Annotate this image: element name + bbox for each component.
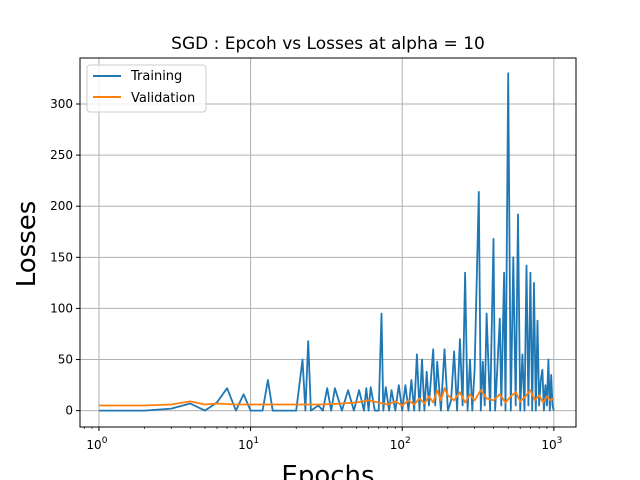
x-tick-exponent: 2 bbox=[405, 436, 411, 446]
y-tick-label: 300 bbox=[50, 97, 73, 111]
y-tick-label: 250 bbox=[50, 148, 73, 162]
series-line-validation bbox=[98, 387, 555, 407]
y-axis-ticks: 0 50 100 150 200 250 300 bbox=[50, 97, 80, 418]
x-axis-label: Epochs bbox=[281, 461, 374, 480]
legend: Training Validation bbox=[86, 64, 207, 113]
x-tick-exponent: 1 bbox=[253, 436, 259, 446]
legend-label-validation: Validation bbox=[131, 91, 195, 106]
x-tick-exponent: 0 bbox=[102, 436, 108, 446]
x-axis-ticks: 100 101 102 103 bbox=[83, 427, 563, 452]
y-tick-label: 0 bbox=[65, 404, 73, 418]
y-tick-label: 150 bbox=[50, 250, 73, 264]
y-tick-label: 50 bbox=[58, 353, 73, 367]
plot-frame bbox=[79, 57, 577, 428]
y-tick-label: 100 bbox=[50, 301, 73, 315]
y-axis-label: Losses bbox=[12, 201, 42, 288]
legend-label-training: Training bbox=[130, 69, 182, 84]
plot-series bbox=[98, 72, 555, 412]
series-line-training bbox=[98, 72, 555, 412]
y-tick-label: 200 bbox=[50, 199, 73, 213]
chart-title: SGD : Epcoh vs Losses at alpha = 10 bbox=[171, 34, 485, 54]
grid-lines bbox=[80, 58, 576, 427]
x-tick-exponent: 3 bbox=[557, 436, 563, 446]
